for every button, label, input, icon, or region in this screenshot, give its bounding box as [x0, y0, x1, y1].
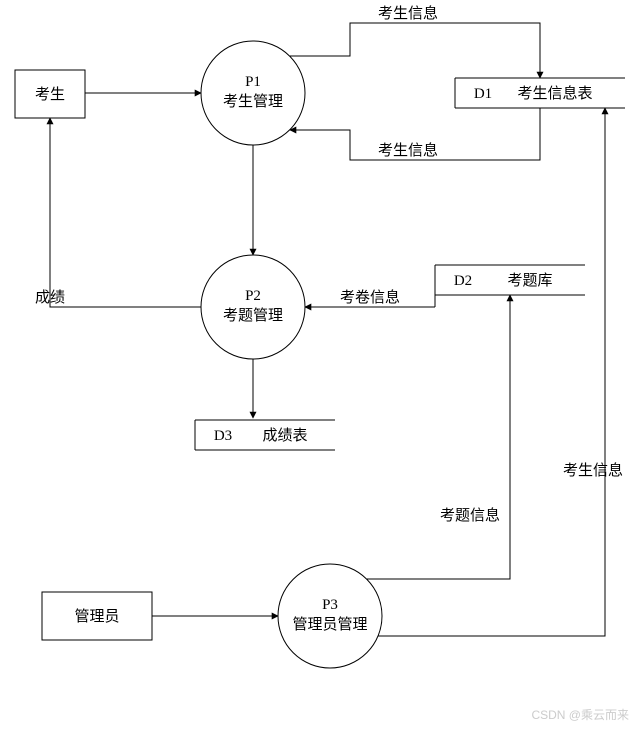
entity-admin: 管理员: [42, 592, 152, 640]
process-p1-code: P1: [245, 74, 261, 90]
process-p3-label: 管理员管理: [292, 616, 367, 633]
flow-p3-d2: [367, 295, 510, 579]
flow-d1-p1-bottom-label: 考生信息: [378, 142, 438, 159]
datastore-d1: D1 考生信息表: [455, 78, 625, 108]
dfd-diagram: 考生 管理员 P1 考生管理 P2 考题管理 P3 管理员管理 D1 考生信息表…: [0, 0, 639, 729]
process-p1-label: 考生管理: [223, 93, 283, 110]
datastore-d3: D3 成绩表: [195, 420, 335, 450]
entity-admin-label: 管理员: [74, 608, 119, 625]
entity-student-label: 考生: [35, 86, 65, 103]
datastore-d1-label: 考生信息表: [517, 85, 592, 102]
datastore-d2: D2 考题库: [435, 265, 585, 295]
process-p2-code: P2: [245, 288, 261, 304]
datastore-d2-code: D2: [454, 273, 472, 289]
process-p1: P1 考生管理: [201, 41, 305, 145]
datastore-d2-label: 考题库: [507, 272, 552, 289]
entity-student: 考生: [15, 70, 85, 118]
datastore-d3-code: D3: [214, 428, 232, 444]
flow-p3-d2-label: 考题信息: [440, 507, 500, 524]
datastore-d1-code: D1: [474, 86, 492, 102]
process-p3: P3 管理员管理: [278, 564, 382, 668]
datastore-d3-label: 成绩表: [262, 427, 307, 444]
process-p2-label: 考题管理: [223, 307, 283, 324]
process-p3-code: P3: [322, 597, 338, 613]
flow-p1-d1-top: [290, 23, 540, 78]
flow-p3-d1-label: 考生信息: [563, 462, 623, 479]
flow-p2-student: [50, 118, 201, 307]
watermark: CSDN @乘云而来: [531, 706, 629, 723]
flow-p1-d1-top-label: 考生信息: [378, 5, 438, 22]
process-p2: P2 考题管理: [201, 255, 305, 359]
flow-p2-student-label: 成绩: [35, 289, 65, 306]
flow-d2-p2-label: 考卷信息: [340, 289, 400, 306]
flow-p3-d1: [378, 108, 605, 636]
